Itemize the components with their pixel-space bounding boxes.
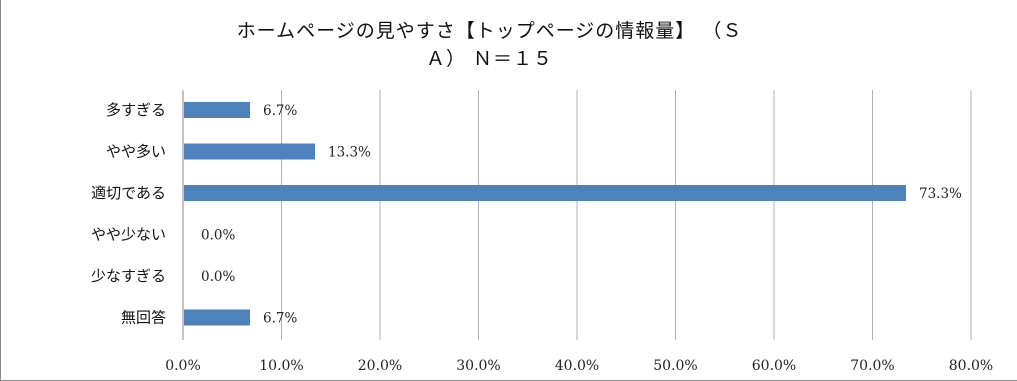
x-tick-label: 70.0%	[850, 358, 894, 374]
x-tick-label: 60.0%	[752, 358, 796, 374]
bar	[184, 143, 316, 160]
bar	[184, 309, 250, 326]
category-label: やや少ない	[91, 226, 166, 244]
data-label: 6.7%	[263, 103, 297, 119]
data-label: 13.3%	[328, 145, 371, 161]
category-label: 多すぎる	[106, 101, 166, 119]
x-tick-label: 80.0%	[949, 358, 993, 374]
category-label: 適切である	[91, 184, 166, 202]
x-tick-label: 30.0%	[456, 358, 500, 374]
chart-title-line-1: ホームページの見やすさ【トップページの情報量】 （Ｓ	[236, 20, 743, 42]
data-label: 0.0%	[201, 228, 235, 244]
category-label: やや多い	[106, 143, 166, 161]
x-tick-label: 0.0%	[165, 358, 201, 374]
x-tick-label: 20.0%	[358, 358, 402, 374]
x-tick-label: 50.0%	[653, 358, 697, 374]
data-label: 6.7%	[263, 311, 297, 327]
data-label: 0.0%	[201, 269, 235, 285]
data-label: 73.3%	[919, 186, 962, 202]
bar	[184, 102, 250, 118]
category-label: 少なすぎる	[91, 267, 166, 285]
x-tick-label: 10.0%	[259, 358, 303, 374]
bar	[184, 185, 907, 201]
chart-title-line-2: Ａ） Ｎ＝１５	[425, 48, 554, 70]
x-tick-label: 40.0%	[555, 358, 599, 374]
category-label: 無回答	[121, 309, 166, 327]
